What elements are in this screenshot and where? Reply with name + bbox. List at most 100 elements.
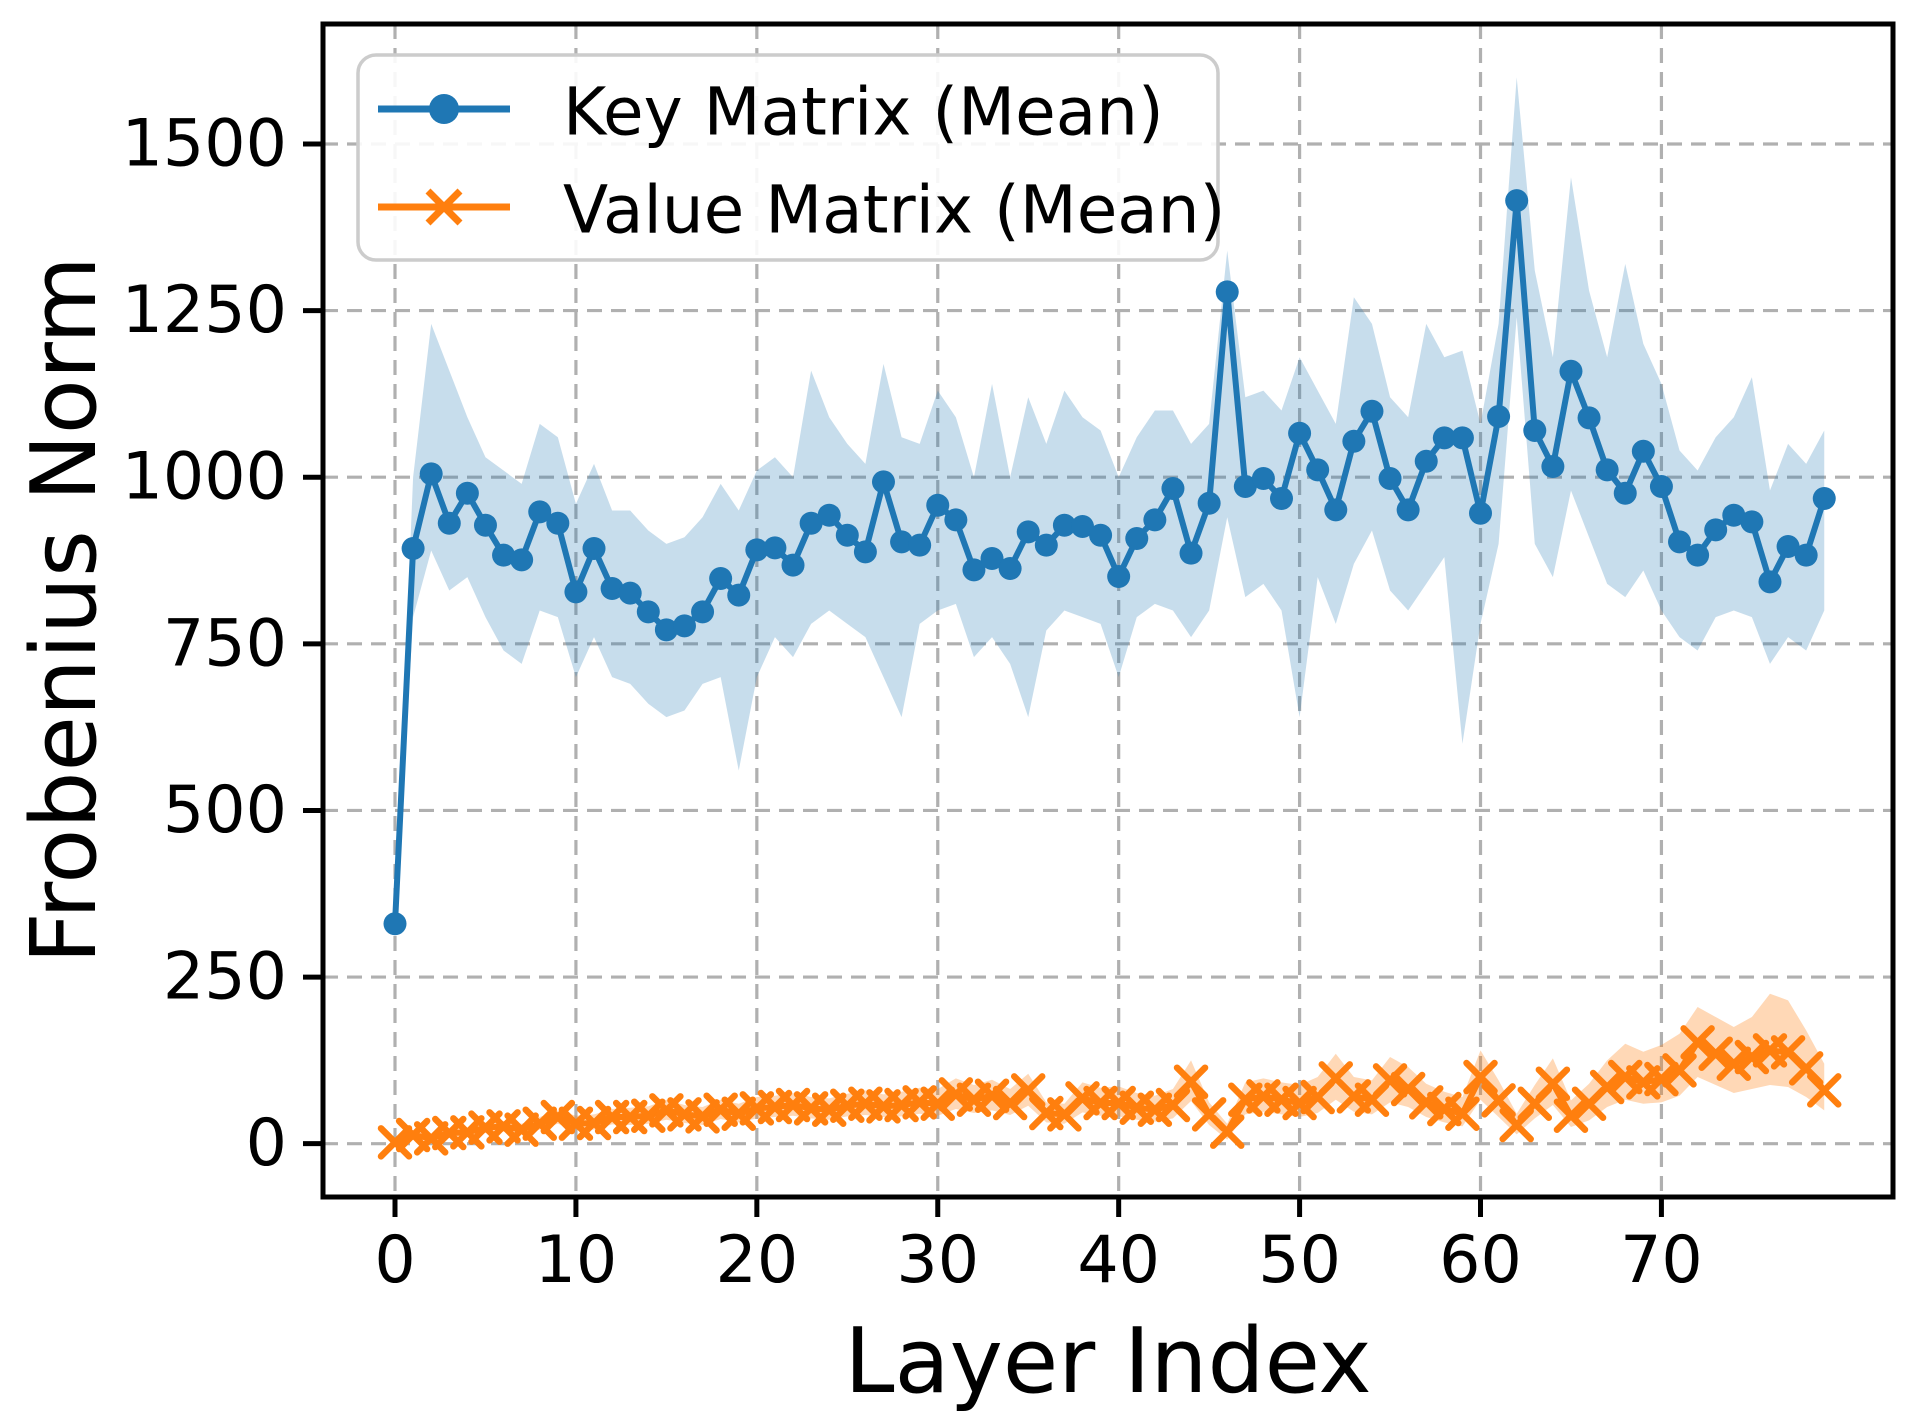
x-tick-label-30: 30 (896, 1223, 979, 1298)
data-point-key (727, 583, 751, 607)
data-point-key (1776, 535, 1800, 559)
data-point-key (1179, 541, 1203, 565)
data-point-key (926, 493, 950, 517)
data-point-key (1794, 543, 1818, 567)
data-point-key (1812, 487, 1836, 511)
data-point-value (974, 1078, 1010, 1113)
x-tick-label-20: 20 (715, 1223, 798, 1298)
data-point-key (654, 618, 678, 642)
data-point-key (1378, 467, 1402, 491)
data-point-key (1143, 508, 1167, 532)
data-point-key (1360, 399, 1384, 423)
data-point-key (1052, 513, 1076, 537)
data-point-value (1463, 1059, 1498, 1095)
data-point-key (817, 503, 841, 527)
data-point-key (1324, 498, 1348, 522)
data-point-key (1342, 429, 1366, 453)
data-point-value (1553, 1098, 1589, 1133)
data-point-key (437, 511, 461, 535)
legend-item-value: Value Matrix (Mean) (378, 172, 1225, 249)
data-point-key (944, 508, 968, 532)
data-point-key (1269, 487, 1293, 511)
legend-value-marker-icon (425, 188, 463, 226)
data-point-key (763, 536, 787, 560)
data-point-key (1613, 481, 1637, 505)
data-point-key (1722, 503, 1746, 527)
data-point-value (1372, 1063, 1408, 1098)
x-axis-title: Layer Index (844, 1309, 1371, 1412)
data-point-key (672, 614, 696, 638)
data-point-value (1644, 1061, 1679, 1097)
data-point-value (1445, 1096, 1480, 1131)
data-point-value (522, 1106, 557, 1141)
data-point-key (1251, 467, 1275, 491)
data-point-key (600, 577, 624, 601)
y-axis-title: Frobenius Norm (12, 256, 117, 964)
data-point-key (1559, 359, 1583, 383)
data-point-key (618, 581, 642, 605)
data-point-key (492, 543, 516, 567)
data-point-key (1432, 426, 1456, 450)
data-point-key (582, 537, 606, 561)
y-tick-label-1250: 1250 (122, 273, 287, 348)
data-point-value (1662, 1053, 1697, 1088)
data-point-value (1408, 1085, 1444, 1120)
data-point-value (992, 1085, 1028, 1121)
data-point-key (1505, 189, 1529, 213)
data-point-key (745, 538, 769, 562)
legend-key-marker-icon (429, 94, 459, 124)
line-layer (377, 189, 1842, 1160)
data-point-key (871, 470, 895, 494)
data-point-key (1215, 280, 1239, 304)
data-point-value (1807, 1073, 1842, 1108)
y-tick-label-1500: 1500 (122, 106, 287, 181)
x-tick-label-60: 60 (1439, 1223, 1522, 1298)
data-point-key (1034, 533, 1058, 557)
data-point-key (890, 530, 914, 554)
data-point-value (540, 1099, 576, 1135)
x-tick-label-0: 0 (374, 1223, 415, 1298)
data-point-key (908, 533, 932, 557)
data-point-key (1469, 501, 1493, 525)
data-point-key (980, 547, 1004, 571)
data-point-key (691, 600, 715, 624)
data-point-value (1209, 1114, 1245, 1149)
x-tick-label-40: 40 (1077, 1223, 1160, 1298)
data-point-value (1535, 1066, 1571, 1101)
data-point-key (1758, 570, 1782, 594)
data-point-value (1698, 1036, 1733, 1071)
data-point-key (1686, 543, 1710, 567)
confidence-band-key (395, 77, 1825, 934)
data-point-key (835, 523, 859, 547)
data-point-key (1089, 523, 1113, 547)
x-tick-label-10: 10 (535, 1223, 618, 1298)
data-point-value (920, 1086, 956, 1121)
data-point-key (1233, 475, 1257, 499)
data-point-key (1487, 405, 1511, 429)
data-point-key (1541, 455, 1565, 479)
data-point-key (1396, 498, 1420, 522)
data-point-value (1589, 1069, 1625, 1105)
legend-value-label: Value Matrix (Mean) (563, 172, 1225, 249)
plot-border (320, 21, 1896, 1200)
data-point-value (685, 1099, 720, 1134)
data-point-key (1197, 491, 1221, 515)
data-point-key (1161, 477, 1185, 501)
legend-key-label: Key Matrix (Mean) (563, 74, 1164, 151)
data-point-key (636, 600, 660, 624)
data-point-value (413, 1121, 449, 1156)
data-point-value (1173, 1064, 1209, 1099)
data-point-key (510, 548, 534, 572)
data-point-value (1680, 1025, 1715, 1060)
data-point-key (528, 500, 552, 524)
data-point-value (377, 1125, 413, 1160)
data-point-key (1704, 518, 1728, 542)
data-point-key (781, 553, 805, 577)
data-point-key (1016, 520, 1040, 544)
data-point-key (1414, 449, 1438, 473)
data-point-key (1631, 439, 1655, 463)
legend-item-key: Key Matrix (Mean) (378, 74, 1164, 151)
y-tick-label-500: 500 (163, 773, 287, 848)
